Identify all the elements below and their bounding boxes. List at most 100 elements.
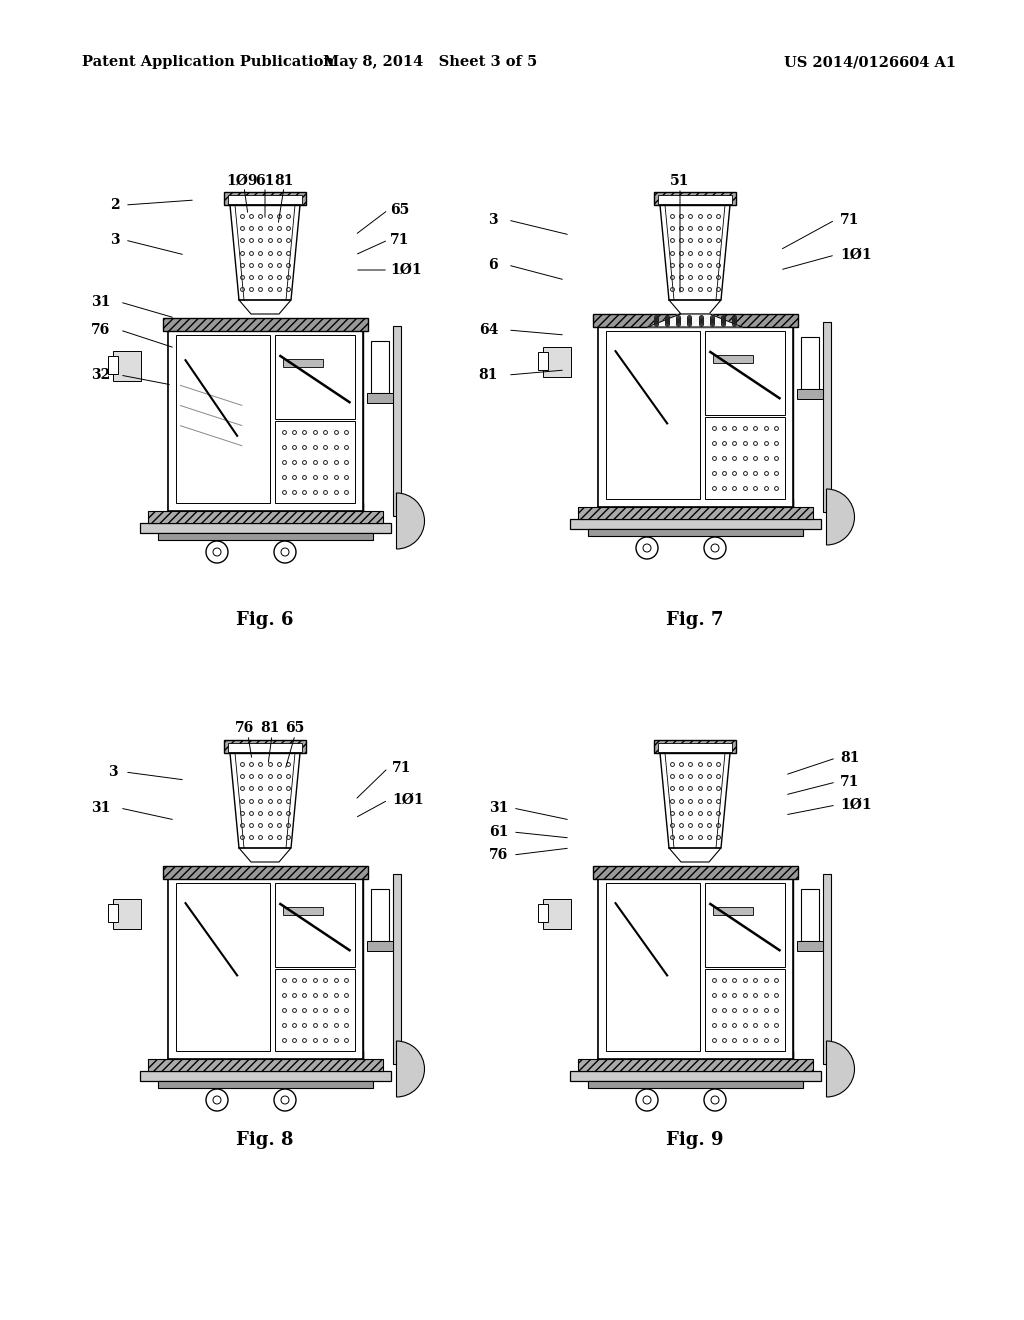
Bar bbox=[224, 191, 306, 205]
Bar bbox=[593, 314, 798, 327]
Bar bbox=[658, 195, 732, 205]
Polygon shape bbox=[660, 752, 730, 847]
Text: 71: 71 bbox=[392, 762, 412, 775]
Bar bbox=[654, 741, 736, 752]
Bar bbox=[113, 899, 140, 929]
Bar bbox=[228, 195, 302, 205]
Bar bbox=[597, 1051, 793, 1059]
Text: 61: 61 bbox=[255, 174, 274, 187]
Bar bbox=[597, 499, 793, 507]
Text: 76: 76 bbox=[236, 721, 255, 735]
Bar bbox=[706, 331, 784, 414]
Text: 31: 31 bbox=[91, 801, 110, 814]
Bar bbox=[371, 888, 388, 941]
Bar bbox=[392, 326, 400, 516]
Polygon shape bbox=[230, 205, 300, 300]
Bar bbox=[367, 393, 392, 403]
Bar bbox=[168, 331, 362, 511]
Wedge shape bbox=[826, 488, 854, 545]
Bar bbox=[275, 335, 354, 418]
Bar bbox=[714, 907, 753, 915]
Bar bbox=[822, 322, 830, 512]
Bar bbox=[654, 191, 736, 205]
Bar bbox=[538, 352, 548, 370]
Polygon shape bbox=[230, 752, 300, 847]
Bar bbox=[658, 743, 732, 752]
Bar bbox=[275, 883, 354, 968]
Bar bbox=[168, 879, 175, 1059]
Bar bbox=[706, 969, 784, 1051]
Text: 81: 81 bbox=[478, 368, 498, 381]
Bar bbox=[168, 1051, 362, 1059]
Text: 76: 76 bbox=[488, 847, 508, 862]
Wedge shape bbox=[826, 1041, 854, 1097]
Bar bbox=[224, 741, 306, 752]
Bar bbox=[706, 883, 784, 968]
Bar bbox=[175, 335, 270, 503]
Bar bbox=[163, 866, 368, 879]
Bar bbox=[354, 331, 362, 511]
Bar bbox=[147, 511, 383, 523]
Text: 81: 81 bbox=[840, 751, 859, 766]
Bar bbox=[714, 355, 753, 363]
Bar bbox=[284, 359, 323, 367]
Bar bbox=[543, 347, 570, 378]
Text: 81: 81 bbox=[260, 721, 280, 735]
Text: Patent Application Publication: Patent Application Publication bbox=[82, 55, 334, 69]
Bar bbox=[175, 883, 270, 1051]
Bar bbox=[168, 503, 362, 511]
Bar bbox=[784, 327, 793, 507]
Bar bbox=[605, 883, 700, 1051]
Text: 3: 3 bbox=[488, 213, 498, 227]
Text: 1Ø1: 1Ø1 bbox=[840, 799, 871, 812]
Bar bbox=[108, 904, 118, 921]
Bar bbox=[139, 523, 390, 533]
Bar bbox=[706, 417, 784, 499]
Polygon shape bbox=[239, 847, 291, 862]
Polygon shape bbox=[647, 314, 742, 327]
Bar bbox=[588, 529, 803, 536]
Bar bbox=[275, 421, 354, 503]
Bar bbox=[597, 879, 793, 1059]
Text: 1Ø9: 1Ø9 bbox=[226, 174, 258, 187]
Bar bbox=[797, 389, 822, 399]
Bar bbox=[284, 907, 323, 915]
Text: 76: 76 bbox=[91, 323, 110, 337]
Text: 61: 61 bbox=[488, 825, 508, 840]
Text: US 2014/0126604 A1: US 2014/0126604 A1 bbox=[784, 55, 956, 69]
Text: 71: 71 bbox=[840, 775, 859, 789]
Text: 1Ø1: 1Ø1 bbox=[390, 263, 422, 277]
Bar bbox=[597, 327, 605, 507]
Bar bbox=[784, 879, 793, 1059]
Text: 65: 65 bbox=[286, 721, 304, 735]
Text: 65: 65 bbox=[390, 203, 410, 216]
Text: May 8, 2014   Sheet 3 of 5: May 8, 2014 Sheet 3 of 5 bbox=[323, 55, 538, 69]
Bar bbox=[593, 866, 798, 879]
Text: Fig. 6: Fig. 6 bbox=[237, 611, 294, 630]
Bar bbox=[801, 337, 818, 389]
Bar bbox=[588, 1081, 803, 1088]
Bar bbox=[275, 969, 354, 1051]
Bar bbox=[163, 318, 368, 331]
Bar bbox=[392, 874, 400, 1064]
Bar bbox=[108, 356, 118, 374]
Text: 6: 6 bbox=[488, 257, 498, 272]
Bar bbox=[228, 743, 302, 752]
Text: 3: 3 bbox=[111, 234, 120, 247]
Wedge shape bbox=[396, 492, 425, 549]
Bar bbox=[354, 879, 362, 1059]
Bar bbox=[597, 327, 793, 507]
Text: 81: 81 bbox=[274, 174, 294, 187]
Bar bbox=[605, 331, 700, 499]
Wedge shape bbox=[396, 1041, 425, 1097]
Text: 31: 31 bbox=[488, 801, 508, 814]
Bar bbox=[543, 899, 570, 929]
Bar bbox=[168, 879, 362, 1059]
Polygon shape bbox=[660, 205, 730, 300]
Polygon shape bbox=[669, 300, 721, 314]
Text: 71: 71 bbox=[390, 234, 410, 247]
Bar bbox=[822, 874, 830, 1064]
Text: 51: 51 bbox=[671, 174, 690, 187]
Bar bbox=[569, 519, 820, 529]
Text: Fig. 7: Fig. 7 bbox=[667, 611, 724, 630]
